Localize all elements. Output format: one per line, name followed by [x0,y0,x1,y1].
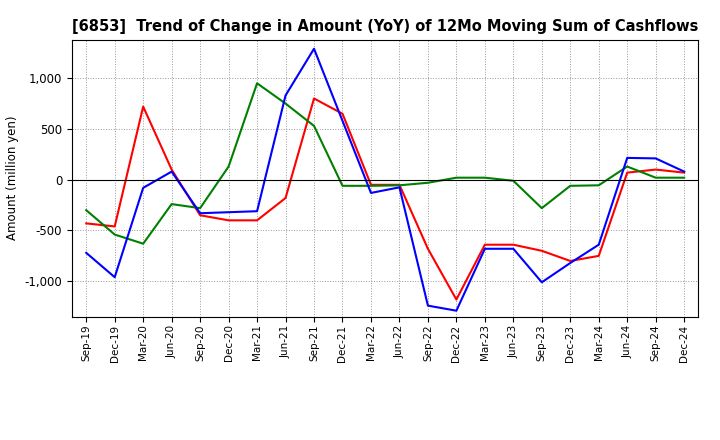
Free Cashflow [652,156,660,161]
Free Cashflow [225,209,233,215]
Investing Cashflow [537,205,546,211]
Free Cashflow [110,275,119,280]
Operating Cashflow [225,218,233,223]
Investing Cashflow [366,183,375,188]
Free Cashflow [623,155,631,161]
Free Cashflow [282,93,290,98]
Free Cashflow [395,185,404,190]
Investing Cashflow [652,175,660,180]
Investing Cashflow [423,180,432,185]
Investing Cashflow [253,81,261,86]
Free Cashflow [509,246,518,251]
Line: Operating Cashflow: Operating Cashflow [86,99,684,300]
Free Cashflow [423,303,432,308]
Operating Cashflow [652,167,660,172]
Investing Cashflow [566,183,575,188]
Free Cashflow [167,169,176,174]
Free Cashflow [139,185,148,191]
Operating Cashflow [395,182,404,187]
Investing Cashflow [338,183,347,188]
Free Cashflow [310,46,318,51]
Investing Cashflow [196,205,204,211]
Investing Cashflow [480,175,489,180]
Operating Cashflow [509,242,518,247]
Operating Cashflow [595,253,603,259]
Operating Cashflow [139,104,148,109]
Operating Cashflow [310,96,318,101]
Operating Cashflow [423,246,432,251]
Line: Free Cashflow: Free Cashflow [86,49,684,311]
Investing Cashflow [225,164,233,169]
Investing Cashflow [509,178,518,183]
Line: Investing Cashflow: Investing Cashflow [86,83,684,244]
Investing Cashflow [623,164,631,169]
Operating Cashflow [110,224,119,229]
Investing Cashflow [167,202,176,207]
Free Cashflow [537,280,546,285]
Investing Cashflow [139,241,148,246]
Investing Cashflow [680,175,688,180]
Free Cashflow [253,209,261,214]
Free Cashflow [338,118,347,124]
Investing Cashflow [82,208,91,213]
Free Cashflow [566,260,575,266]
Investing Cashflow [110,232,119,237]
Operating Cashflow [82,221,91,226]
Title: [6853]  Trend of Change in Amount (YoY) of 12Mo Moving Sum of Cashflows: [6853] Trend of Change in Amount (YoY) o… [72,19,698,34]
Y-axis label: Amount (million yen): Amount (million yen) [6,116,19,240]
Operating Cashflow [537,248,546,253]
Investing Cashflow [452,175,461,180]
Investing Cashflow [395,183,404,188]
Operating Cashflow [480,242,489,247]
Operating Cashflow [253,218,261,223]
Free Cashflow [366,190,375,195]
Investing Cashflow [310,123,318,128]
Free Cashflow [196,211,204,216]
Operating Cashflow [680,170,688,175]
Free Cashflow [452,308,461,313]
Free Cashflow [480,246,489,251]
Operating Cashflow [282,195,290,201]
Free Cashflow [595,242,603,247]
Free Cashflow [680,169,688,174]
Operating Cashflow [623,170,631,175]
Investing Cashflow [595,183,603,188]
Free Cashflow [82,250,91,256]
Operating Cashflow [366,182,375,187]
Operating Cashflow [452,297,461,302]
Investing Cashflow [282,101,290,106]
Operating Cashflow [338,111,347,116]
Operating Cashflow [167,167,176,172]
Operating Cashflow [196,213,204,218]
Operating Cashflow [566,258,575,264]
